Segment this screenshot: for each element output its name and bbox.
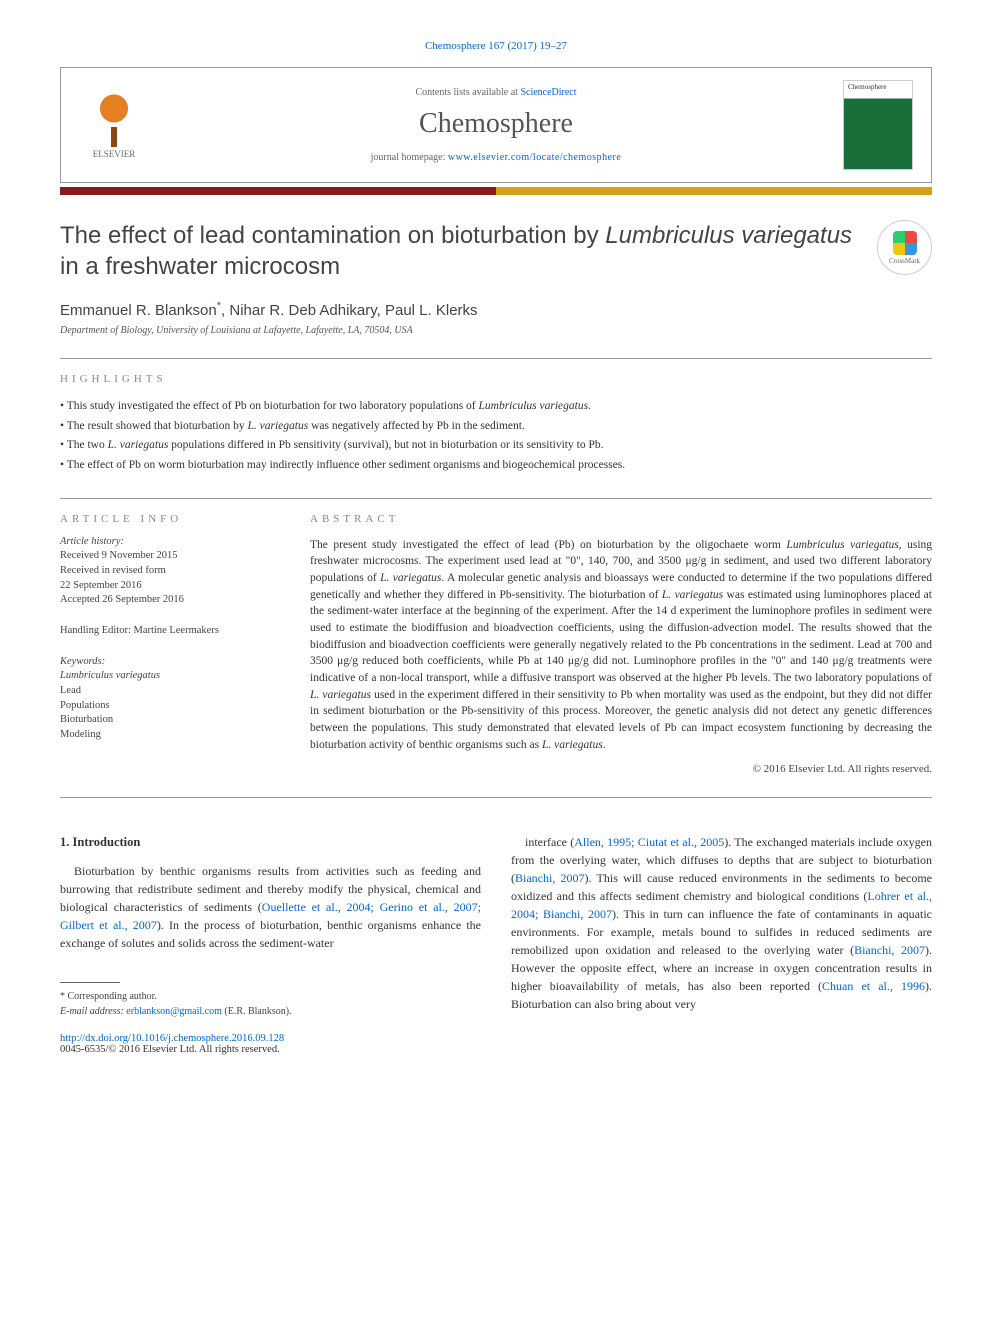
abstract-heading: abstract	[310, 513, 932, 525]
body-col-left: 1. Introduction Bioturbation by benthic …	[60, 833, 481, 1019]
article-history: Article history: Received 9 November 201…	[60, 535, 280, 608]
journal-header: ELSEVIER Contents lists available at Sci…	[60, 67, 932, 183]
divider	[60, 797, 932, 798]
intro-text: interface (	[525, 835, 574, 849]
revised-date: 22 September 2016	[60, 580, 142, 591]
authors-rest: , Nihar R. Deb Adhikary, Paul L. Klerks	[221, 302, 478, 319]
email-label: E-mail address:	[60, 1006, 126, 1017]
highlight-item: The two L. variegatus populations differ…	[60, 436, 932, 456]
keyword: Lead	[60, 685, 81, 696]
title-text-post: in a freshwater microcosm	[60, 253, 340, 280]
received-date: Received 9 November 2015	[60, 550, 178, 561]
ref-link[interactable]: Chuan et al., 1996	[822, 979, 925, 993]
homepage-prefix: journal homepage:	[371, 152, 448, 163]
ref-link[interactable]: Allen, 1995; Ciutat et al., 2005	[574, 835, 724, 849]
corresp-label: * Corresponding author.	[60, 989, 481, 1004]
email-who: (E.R. Blankson).	[222, 1006, 292, 1017]
authors: Emmanuel R. Blankson*, Nihar R. Deb Adhi…	[60, 300, 932, 319]
keywords-list: Lumbriculus variegatus Lead Populations Bio…	[60, 670, 160, 740]
author-1: Emmanuel R. Blankson	[60, 302, 217, 319]
keywords-label: Keywords:	[60, 656, 105, 667]
highlight-item: The result showed that bioturbation by L…	[60, 417, 932, 437]
intro-para-1: Bioturbation by benthic organisms result…	[60, 862, 481, 952]
abstract-text: The present study investigated the effec…	[310, 537, 932, 754]
intro-para-2: interface (Allen, 1995; Ciutat et al., 2…	[511, 833, 932, 1013]
accepted-date: Accepted 26 September 2016	[60, 594, 184, 605]
issn-line: 0045-6535/© 2016 Elsevier Ltd. All right…	[60, 1044, 932, 1055]
highlight-item: This study investigated the effect of Pb…	[60, 397, 932, 417]
crossmark-icon	[893, 231, 917, 255]
keyword: Lumbriculus variegatus	[60, 670, 160, 681]
elsevier-tree-icon	[89, 92, 139, 147]
keyword: Modeling	[60, 729, 101, 740]
contents-available: Contents lists available at ScienceDirec…	[149, 87, 843, 98]
divider	[60, 498, 932, 499]
ref-link[interactable]: Bianchi, 2007	[515, 871, 585, 885]
email-link[interactable]: erblankson@gmail.com	[126, 1006, 222, 1017]
keywords-block: Keywords: Lumbriculus variegatus Lead Popu…	[60, 655, 280, 743]
footer-rule	[60, 982, 120, 983]
title-species: Lumbriculus variegatus	[605, 222, 852, 249]
color-bar	[60, 187, 932, 195]
highlights-list: This study investigated the effect of Pb…	[60, 397, 932, 475]
affiliation: Department of Biology, University of Lou…	[60, 325, 932, 336]
divider	[60, 358, 932, 359]
history-label: Article history:	[60, 536, 124, 547]
journal-name: Chemosphere	[149, 108, 843, 140]
article-info-heading: article info	[60, 513, 280, 525]
highlights-heading: highlights	[60, 373, 932, 385]
keyword: Populations	[60, 700, 110, 711]
elsevier-logo: ELSEVIER	[79, 85, 149, 165]
citation: Chemosphere 167 (2017) 19–27	[60, 40, 932, 52]
publisher-name: ELSEVIER	[93, 149, 136, 159]
intro-heading: 1. Introduction	[60, 833, 481, 852]
handling-editor: Handling Editor: Martine Leermakers	[60, 624, 280, 639]
ref-link[interactable]: Bianchi, 2007	[854, 943, 925, 957]
keyword: Bioturbation	[60, 714, 113, 725]
crossmark-badge[interactable]: CrossMark	[877, 220, 932, 275]
body-col-right: interface (Allen, 1995; Ciutat et al., 2…	[511, 833, 932, 1019]
article-title: The effect of lead contamination on biot…	[60, 220, 857, 282]
homepage-line: journal homepage: www.elsevier.com/locat…	[149, 152, 843, 163]
title-text-pre: The effect of lead contamination on biot…	[60, 222, 605, 249]
journal-cover-thumb: Chemosphere	[843, 80, 913, 170]
sciencedirect-link[interactable]: ScienceDirect	[520, 87, 576, 98]
revised-label: Received in revised form	[60, 565, 166, 576]
corresponding-footer: * Corresponding author. E-mail address: …	[60, 982, 481, 1019]
contents-prefix: Contents lists available at	[415, 87, 520, 98]
doi-link[interactable]: http://dx.doi.org/10.1016/j.chemosphere.…	[60, 1033, 932, 1044]
crossmark-label: CrossMark	[889, 257, 920, 265]
copyright: © 2016 Elsevier Ltd. All rights reserved…	[310, 763, 932, 775]
cover-label: Chemosphere	[848, 83, 887, 91]
homepage-link[interactable]: www.elsevier.com/locate/chemosphere	[448, 152, 621, 163]
highlight-item: The effect of Pb on worm bioturbation ma…	[60, 456, 932, 476]
